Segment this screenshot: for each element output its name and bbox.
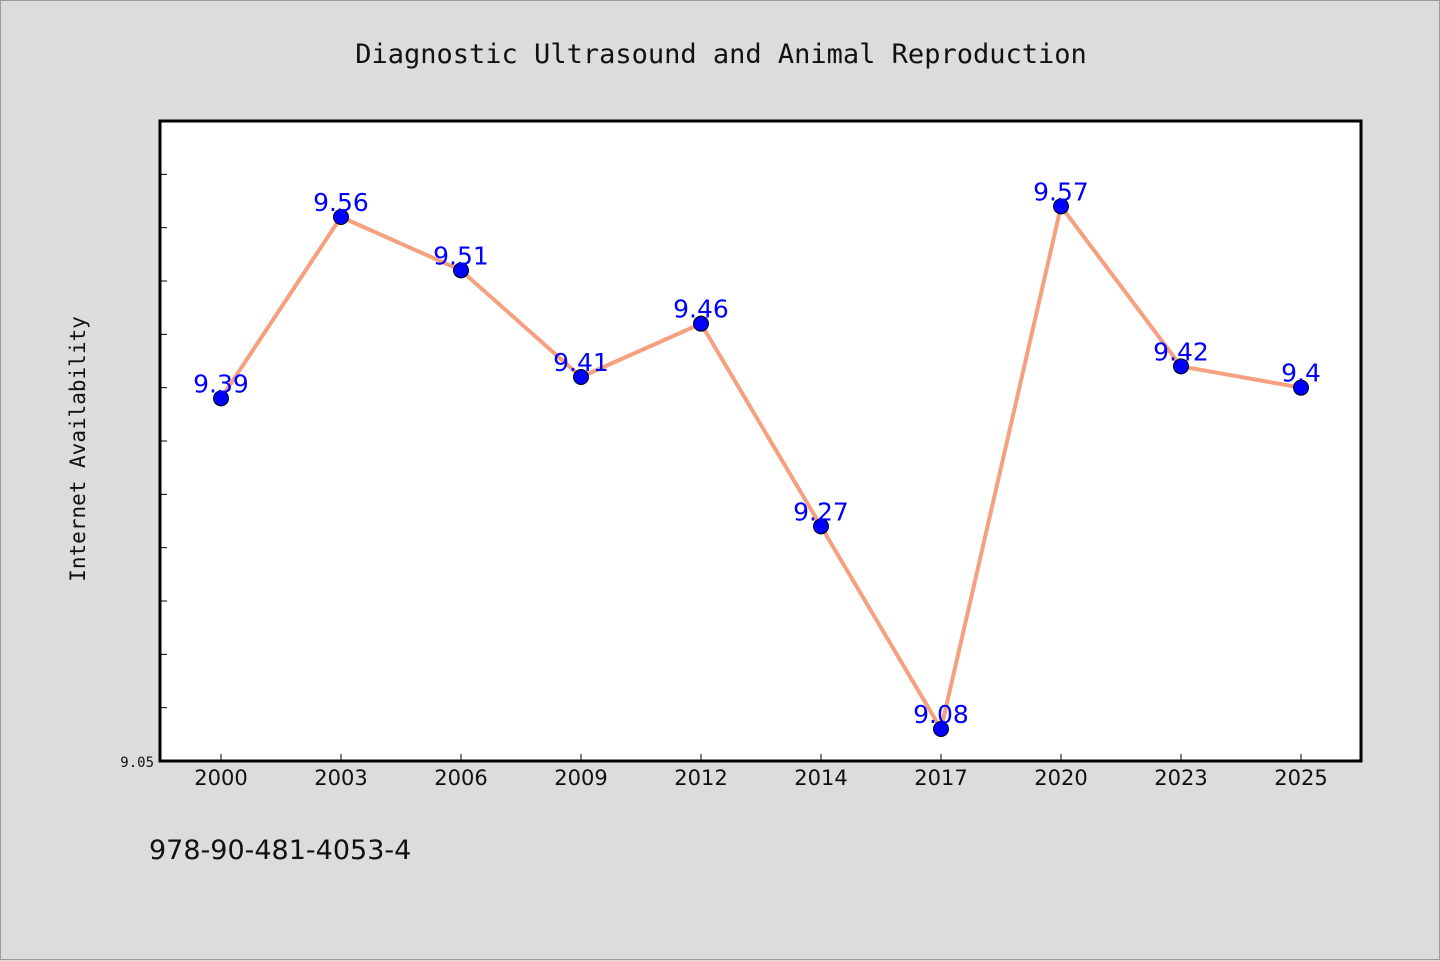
data-label: 9.46 xyxy=(673,295,729,324)
chart-title: Diagnostic Ultrasound and Animal Reprodu… xyxy=(355,39,1087,70)
x-tick-label: 2017 xyxy=(914,766,967,790)
data-point xyxy=(1293,379,1309,396)
data-point xyxy=(213,390,229,407)
data-label: 9.27 xyxy=(793,497,849,526)
data-point xyxy=(933,721,949,737)
data-label: 9.08 xyxy=(913,700,969,729)
x-tick-label: 2012 xyxy=(674,766,727,790)
series-line xyxy=(219,204,1303,731)
data-point xyxy=(453,262,469,279)
data-label: 9.41 xyxy=(553,348,609,377)
x-tick-label: 2009 xyxy=(554,766,607,790)
plot-border xyxy=(158,119,1363,763)
x-tick-label: 2025 xyxy=(1274,766,1327,790)
x-tick-label: 2006 xyxy=(434,766,487,790)
data-point xyxy=(1173,358,1189,375)
data-point xyxy=(573,369,589,385)
data-label: 9.42 xyxy=(1153,337,1209,366)
x-tick-label: 2014 xyxy=(794,766,847,790)
x-axis-ticks: 2000 2003 2006 2009 2012 2014 2017 2020 2023 2025 xyxy=(194,754,1328,790)
x-tick-label: 2000 xyxy=(194,766,247,790)
x-tick-label: 2020 xyxy=(1034,766,1087,790)
data-label: 9.4 xyxy=(1281,359,1321,388)
y-axis-label: Internet Availability xyxy=(66,316,90,582)
data-point xyxy=(333,209,349,225)
data-point xyxy=(1053,198,1069,215)
data-point xyxy=(813,518,829,535)
x-tick-label: 2023 xyxy=(1154,766,1207,790)
y-tick-label: 9.05 xyxy=(120,755,154,771)
data-point xyxy=(693,315,709,332)
isbn-text: 978-90-481-4053-4 xyxy=(149,835,412,866)
data-label: 9.51 xyxy=(433,241,489,270)
data-label: 9.39 xyxy=(193,369,249,398)
data-label: 9.57 xyxy=(1033,177,1089,206)
data-label: 9.56 xyxy=(313,188,369,217)
data-series: 9.39 9.56 9.51 9.41 9.46 9.27 9.08 9.57 9.42 9.4 xyxy=(193,177,1321,737)
x-tick-label: 2003 xyxy=(314,766,367,790)
